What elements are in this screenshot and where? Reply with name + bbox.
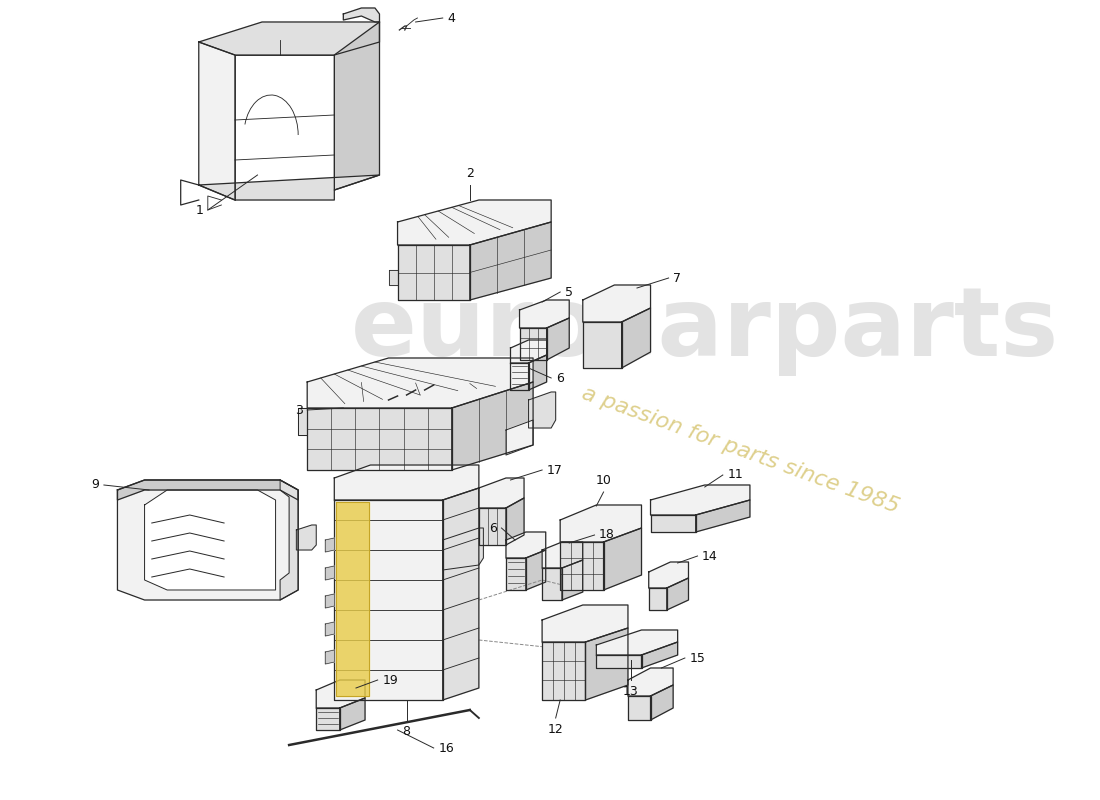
Polygon shape xyxy=(199,175,380,200)
Text: 19: 19 xyxy=(382,674,398,686)
Polygon shape xyxy=(478,478,524,508)
Polygon shape xyxy=(560,542,604,590)
Polygon shape xyxy=(326,622,334,636)
Polygon shape xyxy=(506,532,546,558)
Text: 3: 3 xyxy=(295,403,302,417)
Polygon shape xyxy=(118,480,298,500)
Polygon shape xyxy=(542,542,583,568)
Polygon shape xyxy=(307,358,534,408)
Text: 4: 4 xyxy=(448,11,455,25)
Polygon shape xyxy=(334,500,442,700)
Polygon shape xyxy=(510,340,547,363)
Polygon shape xyxy=(650,485,750,515)
Polygon shape xyxy=(585,628,628,700)
Polygon shape xyxy=(583,322,621,368)
Text: eurocarparts: eurocarparts xyxy=(351,283,1059,377)
Polygon shape xyxy=(562,560,583,600)
Polygon shape xyxy=(667,578,689,610)
Polygon shape xyxy=(596,655,641,668)
Polygon shape xyxy=(280,480,298,600)
Text: 18: 18 xyxy=(600,529,615,542)
Polygon shape xyxy=(340,698,365,730)
Polygon shape xyxy=(506,498,524,545)
Polygon shape xyxy=(478,508,506,545)
Text: a passion for parts since 1985: a passion for parts since 1985 xyxy=(580,383,902,517)
Polygon shape xyxy=(199,22,380,55)
Text: 15: 15 xyxy=(690,651,705,665)
Text: 17: 17 xyxy=(547,463,562,477)
Polygon shape xyxy=(326,566,334,580)
Polygon shape xyxy=(650,515,695,532)
Text: 13: 13 xyxy=(623,685,638,698)
Polygon shape xyxy=(343,8,379,22)
Polygon shape xyxy=(628,696,650,720)
Polygon shape xyxy=(316,680,365,708)
Text: 11: 11 xyxy=(727,469,744,482)
Text: 7: 7 xyxy=(673,271,681,285)
Polygon shape xyxy=(542,642,585,700)
Polygon shape xyxy=(526,550,546,590)
Polygon shape xyxy=(442,528,483,570)
Text: 12: 12 xyxy=(548,723,563,736)
Polygon shape xyxy=(649,562,689,588)
Polygon shape xyxy=(337,502,368,696)
Polygon shape xyxy=(298,408,307,435)
Polygon shape xyxy=(529,392,556,428)
Polygon shape xyxy=(470,222,551,300)
Polygon shape xyxy=(596,630,678,655)
Polygon shape xyxy=(397,200,551,245)
Polygon shape xyxy=(334,465,478,500)
Polygon shape xyxy=(529,355,547,390)
Polygon shape xyxy=(649,588,667,610)
Polygon shape xyxy=(621,308,650,368)
Polygon shape xyxy=(316,708,340,730)
Text: 8: 8 xyxy=(403,725,410,738)
Polygon shape xyxy=(560,505,641,542)
Polygon shape xyxy=(326,650,334,664)
Polygon shape xyxy=(519,328,547,360)
Polygon shape xyxy=(519,300,569,328)
Polygon shape xyxy=(604,528,641,590)
Polygon shape xyxy=(442,488,478,700)
Polygon shape xyxy=(583,285,650,322)
Polygon shape xyxy=(118,480,298,600)
Polygon shape xyxy=(628,668,673,696)
Polygon shape xyxy=(307,408,452,470)
Text: 6: 6 xyxy=(490,522,497,534)
Text: 9: 9 xyxy=(91,478,99,491)
Polygon shape xyxy=(506,558,526,590)
Polygon shape xyxy=(506,420,534,455)
Text: 5: 5 xyxy=(564,286,573,298)
Polygon shape xyxy=(397,245,470,300)
Text: 6: 6 xyxy=(556,371,563,385)
Polygon shape xyxy=(144,490,276,590)
Polygon shape xyxy=(547,318,569,360)
Polygon shape xyxy=(542,568,562,600)
Text: 10: 10 xyxy=(595,474,612,487)
Text: 1: 1 xyxy=(196,203,204,217)
Polygon shape xyxy=(641,642,678,668)
Polygon shape xyxy=(296,525,316,550)
Polygon shape xyxy=(334,22,379,190)
Text: 16: 16 xyxy=(438,742,454,754)
Polygon shape xyxy=(542,605,628,642)
Polygon shape xyxy=(199,42,235,200)
Text: 2: 2 xyxy=(466,167,474,180)
Text: 14: 14 xyxy=(702,550,718,562)
Polygon shape xyxy=(452,382,534,470)
Polygon shape xyxy=(695,500,750,532)
Polygon shape xyxy=(510,363,529,390)
Polygon shape xyxy=(388,270,397,285)
Polygon shape xyxy=(326,594,334,608)
Polygon shape xyxy=(650,685,673,720)
Polygon shape xyxy=(326,538,334,552)
